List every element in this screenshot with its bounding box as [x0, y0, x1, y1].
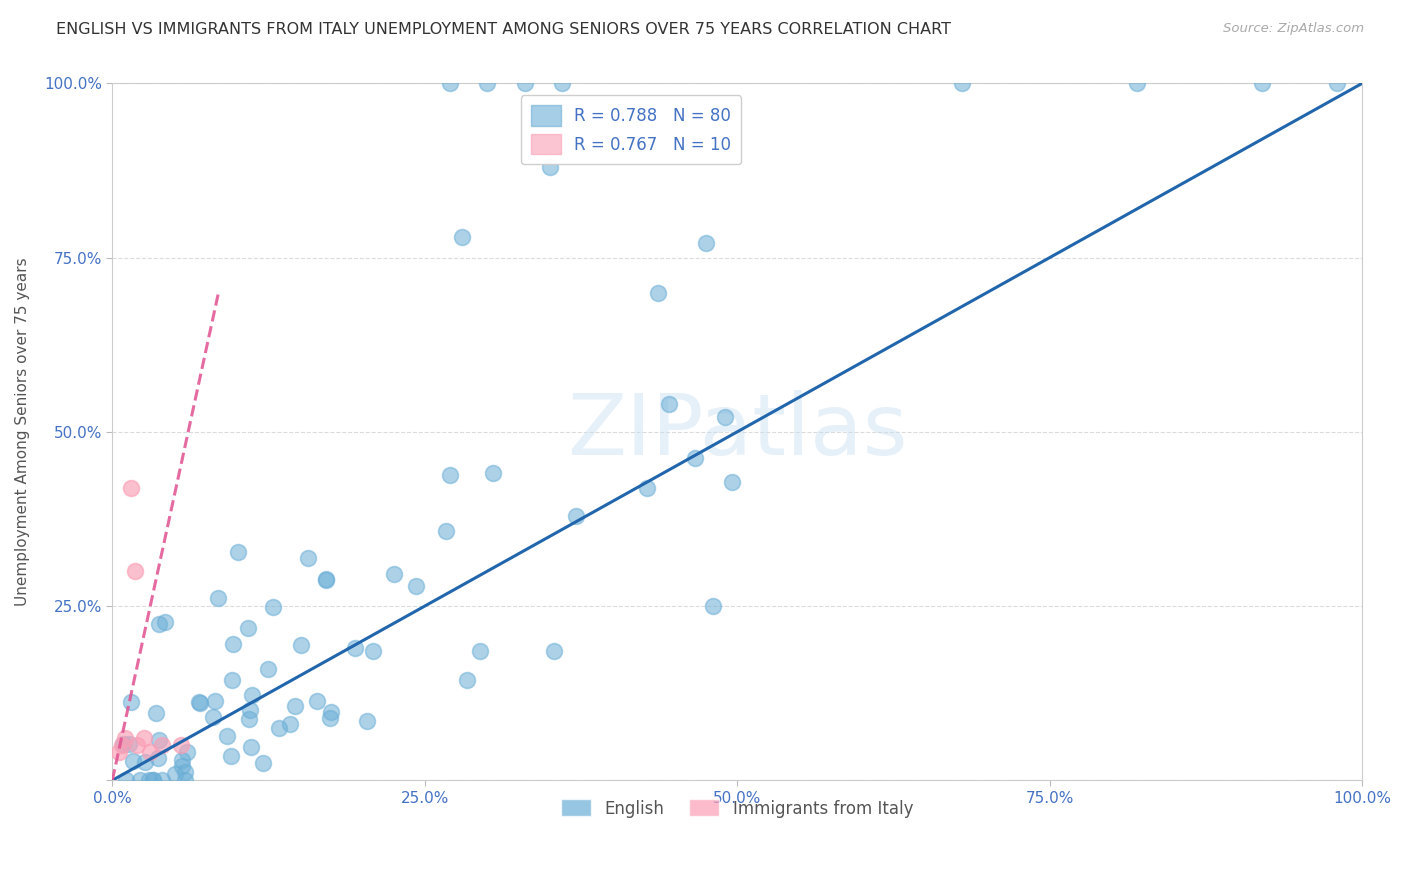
Point: [172, 753, 194, 767]
Point: [405, 579, 427, 593]
Point: [240, 688, 263, 702]
Point: [240, 739, 263, 754]
Point: [115, 773, 138, 788]
Point: [702, 599, 724, 613]
Point: [219, 749, 242, 764]
Point: [190, 697, 212, 711]
Point: [150, 739, 173, 753]
Point: [565, 509, 588, 524]
Point: [714, 410, 737, 425]
Point: [284, 698, 307, 713]
Point: [150, 773, 173, 788]
Point: [236, 621, 259, 635]
Point: [451, 229, 474, 244]
Y-axis label: Unemployment Among Seniors over 75 years: Unemployment Among Seniors over 75 years: [15, 258, 30, 607]
Point: [319, 711, 342, 725]
Legend: English, Immigrants from Italy: English, Immigrants from Italy: [554, 793, 920, 824]
Point: [307, 694, 329, 708]
Point: [174, 773, 197, 788]
Point: [344, 640, 367, 655]
Point: [134, 755, 156, 769]
Point: [439, 467, 461, 482]
Point: [221, 673, 243, 687]
Point: [513, 77, 536, 91]
Point: [315, 573, 337, 587]
Point: [468, 644, 491, 658]
Point: [176, 745, 198, 759]
Point: [170, 739, 193, 753]
Point: [1251, 77, 1274, 91]
Point: [1326, 77, 1348, 91]
Point: [434, 524, 457, 539]
Point: [120, 481, 142, 495]
Point: [356, 714, 378, 728]
Point: [721, 475, 744, 490]
Point: [120, 695, 142, 709]
Point: [290, 638, 312, 652]
Point: [215, 729, 238, 743]
Point: [148, 732, 170, 747]
Point: [950, 77, 973, 91]
Point: [129, 773, 152, 788]
Point: [278, 717, 301, 731]
Point: [172, 759, 194, 773]
Point: [107, 746, 129, 760]
Point: [481, 466, 503, 480]
Point: [695, 236, 717, 251]
Point: [202, 710, 225, 724]
Point: [142, 773, 165, 788]
Point: [252, 756, 274, 771]
Point: [138, 773, 160, 788]
Point: [319, 706, 342, 720]
Point: [124, 564, 146, 578]
Point: [382, 567, 405, 582]
Point: [132, 731, 155, 746]
Point: [174, 765, 197, 780]
Point: [315, 572, 337, 586]
Point: [477, 77, 499, 91]
Point: [1126, 77, 1149, 91]
Point: [148, 616, 170, 631]
Point: [262, 599, 284, 614]
Point: [111, 739, 134, 753]
Text: ZIPatlas: ZIPatlas: [567, 391, 907, 474]
Point: [153, 615, 176, 630]
Point: [683, 450, 706, 465]
Point: [658, 397, 681, 411]
Point: [187, 695, 209, 709]
Point: [112, 737, 135, 751]
Point: [145, 706, 167, 720]
Point: [257, 662, 280, 676]
Point: [456, 673, 478, 687]
Point: [439, 77, 461, 91]
Point: [139, 746, 162, 760]
Point: [204, 694, 226, 708]
Point: [551, 77, 574, 91]
Point: [121, 754, 143, 768]
Text: Source: ZipAtlas.com: Source: ZipAtlas.com: [1223, 22, 1364, 36]
Point: [118, 737, 141, 751]
Point: [297, 550, 319, 565]
Point: [238, 712, 260, 726]
Point: [636, 481, 658, 495]
Point: [207, 591, 229, 605]
Point: [165, 767, 187, 781]
Point: [142, 773, 165, 788]
Point: [226, 545, 249, 559]
Point: [267, 721, 290, 735]
Point: [127, 739, 149, 753]
Point: [543, 644, 565, 658]
Point: [538, 160, 561, 174]
Point: [361, 644, 384, 658]
Point: [222, 637, 245, 651]
Point: [239, 702, 262, 716]
Point: [647, 285, 669, 300]
Point: [114, 731, 136, 746]
Point: [148, 750, 170, 764]
Text: ENGLISH VS IMMIGRANTS FROM ITALY UNEMPLOYMENT AMONG SENIORS OVER 75 YEARS CORREL: ENGLISH VS IMMIGRANTS FROM ITALY UNEMPLO…: [56, 22, 952, 37]
